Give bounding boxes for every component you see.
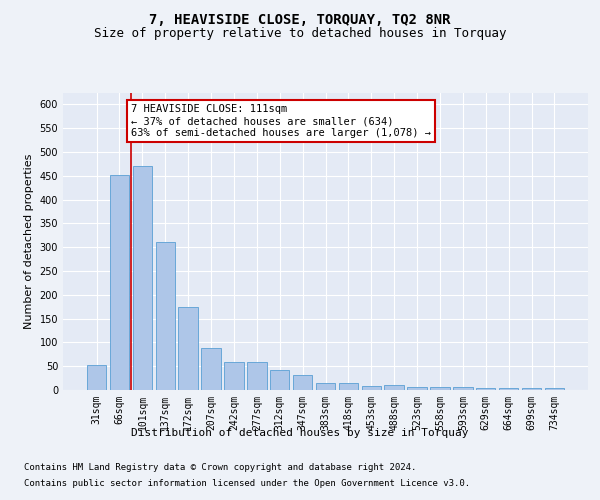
Y-axis label: Number of detached properties: Number of detached properties [24,154,34,329]
Text: Contains public sector information licensed under the Open Government Licence v3: Contains public sector information licen… [24,478,470,488]
Bar [362,386,381,390]
Bar [178,306,198,390]
Text: Distribution of detached houses by size in Torquay: Distribution of detached houses by size … [131,428,469,438]
Bar [545,388,564,390]
Bar [453,386,473,390]
Bar [87,365,106,390]
Bar [407,386,427,390]
Text: Contains HM Land Registry data © Crown copyright and database right 2024.: Contains HM Land Registry data © Crown c… [24,464,416,472]
Bar [385,385,404,390]
Bar [110,175,129,390]
Bar [430,386,449,390]
Bar [155,242,175,390]
Bar [499,388,518,390]
Bar [522,388,541,390]
Text: 7 HEAVISIDE CLOSE: 111sqm
← 37% of detached houses are smaller (634)
63% of semi: 7 HEAVISIDE CLOSE: 111sqm ← 37% of detac… [131,104,431,138]
Text: Size of property relative to detached houses in Torquay: Size of property relative to detached ho… [94,28,506,40]
Bar [247,362,266,390]
Bar [476,388,496,390]
Bar [316,383,335,390]
Bar [338,383,358,390]
Bar [270,370,289,390]
Bar [133,166,152,390]
Bar [202,348,221,390]
Text: 7, HEAVISIDE CLOSE, TORQUAY, TQ2 8NR: 7, HEAVISIDE CLOSE, TORQUAY, TQ2 8NR [149,12,451,26]
Bar [293,375,313,390]
Bar [224,362,244,390]
